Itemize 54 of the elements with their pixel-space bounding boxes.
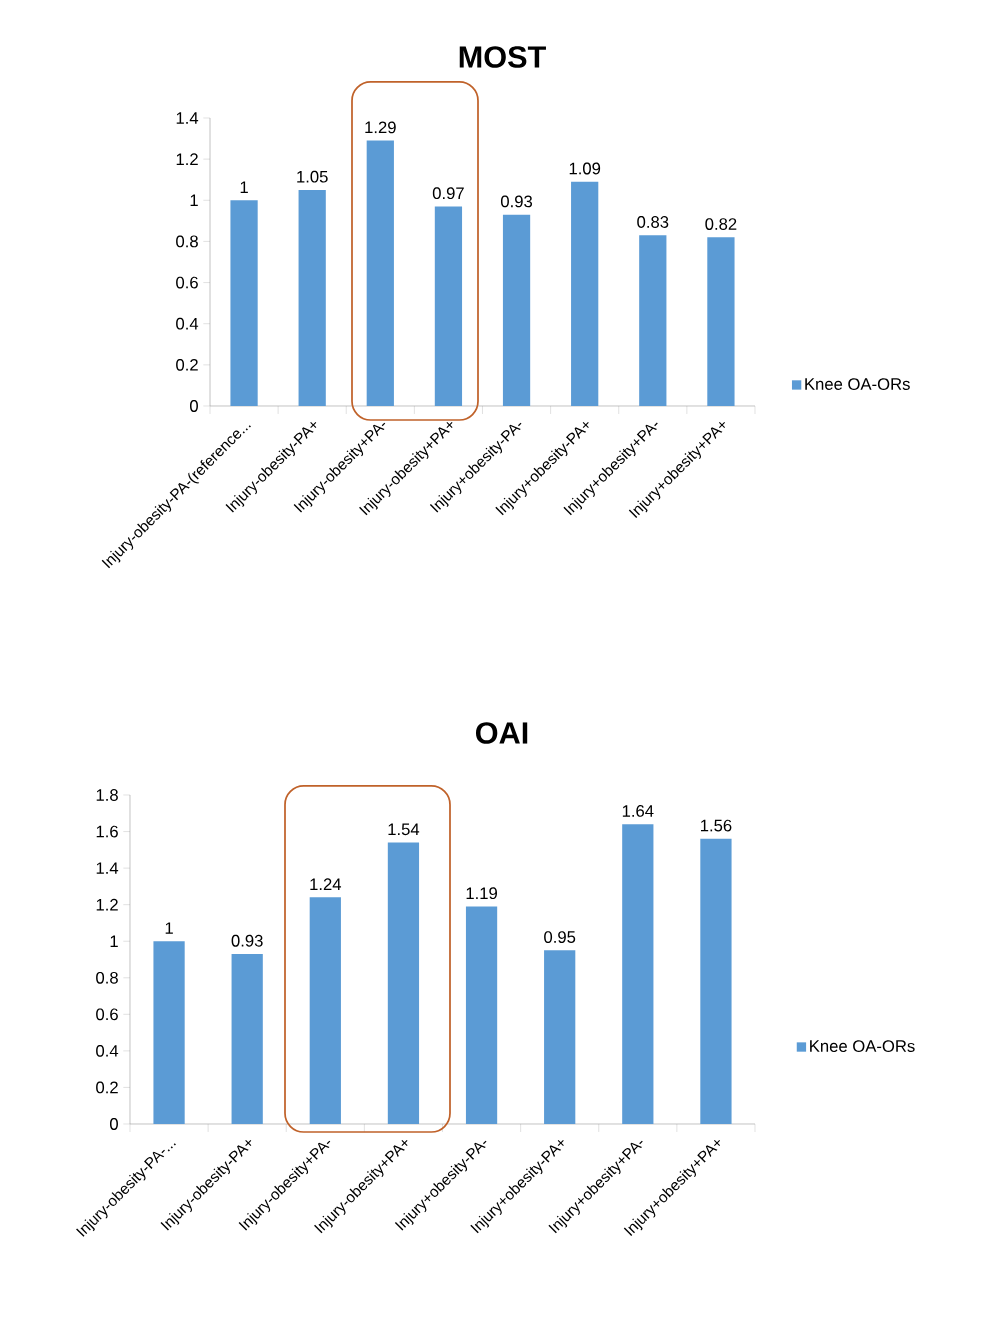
data-label: 1.09	[569, 162, 601, 175]
data-label: 1	[240, 181, 248, 193]
y-tick-label: 0	[110, 1118, 118, 1130]
bar	[309, 897, 341, 1124]
y-tick-label: 1.6	[96, 825, 118, 838]
data-label: 0.93	[231, 934, 263, 947]
y-tick-label: 0.4	[96, 1044, 119, 1057]
data-label: 1.05	[297, 170, 328, 183]
data-label: 1	[165, 922, 173, 934]
bar	[700, 838, 732, 1124]
bar	[571, 181, 599, 406]
data-label: 0.83	[637, 216, 669, 228]
y-tick-label: 0.6	[176, 276, 198, 289]
y-tick-label: 0.2	[96, 1081, 118, 1094]
data-label: 0.82	[705, 218, 737, 230]
bar	[298, 190, 326, 406]
bar	[544, 950, 576, 1124]
bar	[230, 200, 258, 406]
bar	[153, 941, 185, 1124]
bar	[502, 214, 531, 406]
y-tick-label: 0.4	[176, 317, 199, 330]
data-label: 1.29	[365, 121, 396, 134]
data-label: 0.97	[432, 187, 464, 200]
bar	[387, 842, 420, 1124]
bar	[465, 906, 498, 1124]
y-tick-label: 0.8	[176, 235, 198, 248]
legend-label: Knee OA-ORs	[810, 1040, 915, 1052]
data-label: 0.93	[500, 195, 533, 208]
y-tick-label: 1	[190, 194, 198, 207]
data-label: 1.54	[388, 823, 420, 836]
legend-label: Knee OA-ORs	[805, 378, 910, 390]
data-label: 1.64	[622, 805, 654, 817]
y-tick-label: 0	[190, 400, 198, 412]
bar	[622, 824, 654, 1124]
bar	[707, 237, 735, 406]
chart-title: MOST	[459, 46, 546, 68]
chart-title: OAI	[475, 722, 528, 744]
data-label: 0.95	[544, 931, 576, 943]
y-tick-label: 1	[110, 935, 118, 947]
y-tick-label: 0.6	[96, 1008, 118, 1021]
data-label: 1.56	[700, 819, 732, 832]
bar	[434, 206, 463, 406]
y-tick-label: 1.4	[176, 112, 199, 124]
bar	[231, 954, 263, 1124]
data-label: 1.19	[466, 887, 497, 900]
y-tick-label: 0.8	[96, 971, 118, 984]
y-tick-label: 1.2	[96, 898, 118, 911]
bar	[639, 235, 667, 406]
data-label: 1.24	[310, 878, 342, 890]
y-tick-label: 0.2	[176, 358, 198, 371]
y-tick-label: 1.8	[96, 789, 118, 801]
bar	[366, 140, 394, 406]
y-tick-label: 1.4	[96, 862, 119, 874]
y-tick-label: 1.2	[176, 153, 198, 165]
